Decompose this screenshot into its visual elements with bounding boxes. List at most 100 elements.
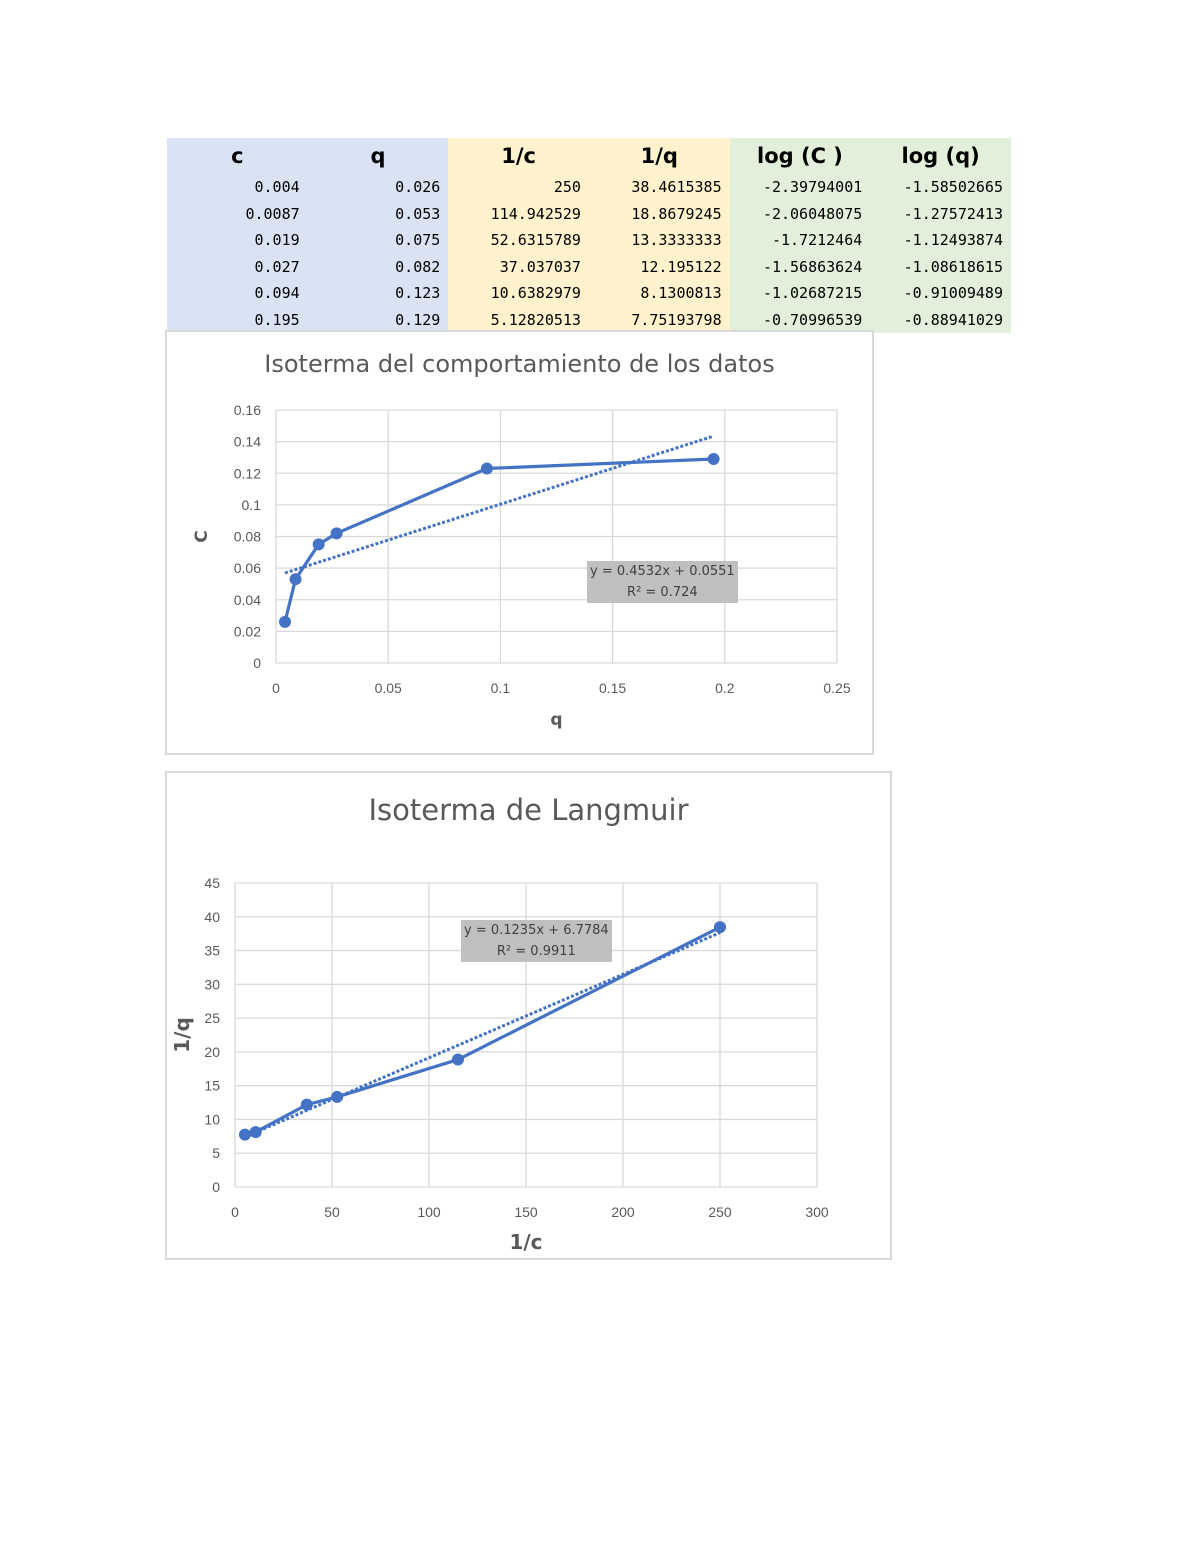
table-row: 0.027 0.082 37.037037 12.195122 -1.56863624-… xyxy=(167,253,1011,280)
data-point xyxy=(238,1128,251,1141)
table-cell: -1.7212464 xyxy=(729,227,871,254)
data-point xyxy=(451,1053,464,1066)
data-point xyxy=(312,538,325,551)
data-table: c q 1/c 1/q log (C ) log (q) 0.004 0.026 2… xyxy=(167,138,1011,333)
y-tick-label: 10 xyxy=(204,1111,220,1127)
table-cell: -0.88941029 xyxy=(870,306,1011,333)
y-tick-label: 5 xyxy=(212,1145,220,1161)
table-row: 0.0087 0.053 114.942529 18.8679245 -2.060480… xyxy=(167,200,1011,227)
table-cell: 0.195 xyxy=(167,306,308,333)
x-axis-title: q xyxy=(550,710,562,730)
y-tick-label: 35 xyxy=(204,943,220,959)
data-point xyxy=(707,453,720,466)
y-tick-label: 0.06 xyxy=(234,560,261,576)
trendline-equation: y = 0.1235x + 6.7784 xyxy=(464,923,609,938)
table-cell: 18.8679245 xyxy=(588,200,730,227)
x-tick-label: 50 xyxy=(324,1204,340,1220)
table-cell: 0.082 xyxy=(307,253,449,280)
x-axis-title: 1/c xyxy=(509,1230,542,1254)
y-tick-label: 0.02 xyxy=(234,623,261,639)
y-tick-label: 0.04 xyxy=(234,592,261,608)
trendline-label: y = 0.4532x + 0.0551 R² = 0.724 xyxy=(587,561,738,603)
table-cell: 13.3333333 xyxy=(588,227,730,254)
table-cell: 0.053 xyxy=(307,200,449,227)
y-tick-label: 0.1 xyxy=(242,497,262,513)
table-cell: 52.6315789 xyxy=(448,227,589,254)
data-point xyxy=(300,1098,313,1111)
data-point xyxy=(330,527,343,540)
table-cell: 0.004 xyxy=(167,174,308,201)
y-tick-label: 40 xyxy=(204,909,220,925)
y-tick-label: 0.14 xyxy=(234,434,261,450)
y-tick-label: 20 xyxy=(204,1044,220,1060)
table-cell: -1.27572413 xyxy=(870,200,1011,227)
chart-plot: 0 5 10 15 20 25 30 35 40 45 0 50 100 150 200 250 300 1/c 1… xyxy=(170,875,829,1254)
table-cell: 37.037037 xyxy=(448,253,589,280)
series-line xyxy=(283,457,714,623)
header-inv-c: 1/c xyxy=(448,138,589,174)
data-point xyxy=(331,1090,344,1103)
y-tick-label: 15 xyxy=(204,1078,220,1094)
header-log-q: log (q) xyxy=(870,138,1011,174)
table-row: 0.004 0.026 250 38.4615385 -2.39794001 -1.585… xyxy=(167,174,1011,201)
y-axis-title: 1/q xyxy=(170,1017,194,1053)
data-point xyxy=(480,462,493,475)
x-tick-label: 0 xyxy=(231,1204,239,1220)
y-axis-title: C xyxy=(192,530,212,542)
table-cell: -0.70996539 xyxy=(729,306,871,333)
table-cell: 0.129 xyxy=(307,306,449,333)
table-cell: -1.02687215 xyxy=(729,280,871,307)
trendline-equation: y = 0.4532x + 0.0551 xyxy=(590,564,735,579)
table-cell: 8.1300813 xyxy=(588,280,730,307)
table-body: 0.004 0.026 250 38.4615385 -2.39794001 -1.585… xyxy=(167,174,1011,333)
x-tick-label: 0 xyxy=(272,680,280,696)
y-tick-label: 0 xyxy=(253,655,261,671)
x-tick-label: 0.2 xyxy=(715,680,735,696)
table-cell: -1.12493874 xyxy=(870,227,1011,254)
x-tick-label: 250 xyxy=(708,1204,732,1220)
table-row: 0.195 0.129 5.12820513 7.75193798 -0.7099653… xyxy=(167,306,1011,333)
y-tick-label: 0.08 xyxy=(234,529,261,545)
table-row: 0.094 0.123 10.6382979 8.1300813 -1.02687215… xyxy=(167,280,1011,307)
table-cell: 0.075 xyxy=(307,227,449,254)
table-cell: 0.026 xyxy=(307,174,449,201)
table-cell: 0.019 xyxy=(167,227,308,254)
chart-plot: 0 0.02 0.04 0.06 0.08 0.1 0.12 0.14 0.16 0 0.05 0.1… xyxy=(192,402,851,730)
table-cell: 0.0087 xyxy=(167,200,308,227)
chart-title: Isoterma del comportamiento de los datos xyxy=(264,350,775,378)
chart-isoterma-datos: Isoterma del comportamiento de los datos… xyxy=(165,330,874,755)
table-cell: 250 xyxy=(448,174,589,201)
data-point xyxy=(289,573,302,586)
table-cell: 12.195122 xyxy=(588,253,730,280)
x-tick-label: 100 xyxy=(417,1204,441,1220)
y-tick-label: 0 xyxy=(212,1179,220,1195)
x-tick-label: 0.05 xyxy=(375,680,402,696)
table-cell: 7.75193798 xyxy=(588,306,730,333)
table-cell: 0.027 xyxy=(167,253,308,280)
y-tick-label: 0.12 xyxy=(234,465,261,481)
header-c: c xyxy=(167,138,308,174)
trendline-label: y = 0.1235x + 6.7784 R² = 0.9911 xyxy=(461,920,612,962)
header-inv-q: 1/q xyxy=(588,138,730,174)
x-tick-label: 0.1 xyxy=(491,680,511,696)
data-point xyxy=(278,615,291,628)
data-point xyxy=(714,921,726,934)
header-q: q xyxy=(307,138,449,174)
x-tick-label: 300 xyxy=(805,1204,829,1220)
trendline-r2: R² = 0.9911 xyxy=(496,944,576,959)
chart-title: Isoterma de Langmuir xyxy=(368,793,689,827)
table-cell: -1.08618615 xyxy=(870,253,1011,280)
table-cell: -1.58502665 xyxy=(870,174,1011,201)
x-tick-label: 0.25 xyxy=(823,680,850,696)
header-row: c q 1/c 1/q log (C ) log (q) xyxy=(167,138,1011,174)
y-tick-label: 25 xyxy=(204,1010,220,1026)
table-cell: -2.39794001 xyxy=(729,174,871,201)
table-row: 0.019 0.075 52.6315789 13.3333333 -1.7212464… xyxy=(167,227,1011,254)
y-tick-label: 30 xyxy=(204,976,220,992)
table-cell: 5.12820513 xyxy=(448,306,589,333)
table-cell: -1.56863624 xyxy=(729,253,871,280)
table-cell: 114.942529 xyxy=(448,200,589,227)
x-tick-label: 200 xyxy=(611,1204,635,1220)
table-cell: 0.123 xyxy=(307,280,449,307)
table-cell: -0.91009489 xyxy=(870,280,1011,307)
